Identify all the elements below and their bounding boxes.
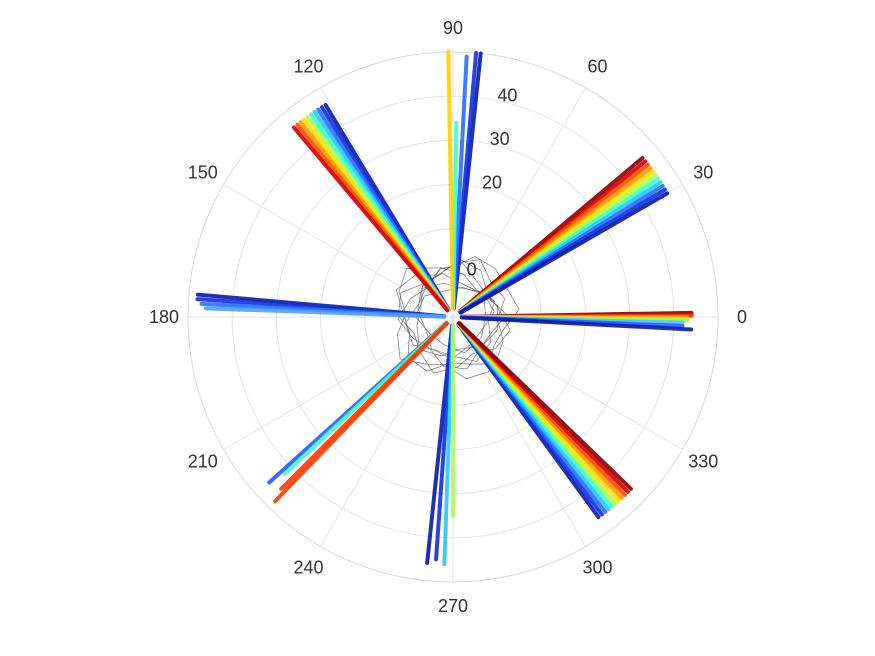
theta-tick-label: 60: [587, 57, 607, 77]
theta-tick-label: 0: [737, 307, 747, 327]
theta-tick-label: 210: [188, 452, 218, 472]
theta-tick-label: 150: [188, 163, 218, 183]
data-ray-19: [461, 193, 668, 312]
radial-tick-label: 40: [497, 86, 517, 106]
theta-tick-label: 120: [293, 57, 323, 77]
theta-tick-label: 90: [443, 18, 463, 38]
data-ray-42: [275, 323, 447, 501]
theta-tick-label: 180: [149, 307, 179, 327]
data-ray-34: [294, 128, 447, 311]
radial-tick-label: 0: [467, 260, 477, 280]
radial-tick-label: 30: [490, 129, 510, 149]
theta-tick-label: 270: [438, 596, 468, 616]
theta-tick-label: 330: [688, 452, 718, 472]
data-rays: [197, 52, 691, 564]
theta-tick-label: 240: [293, 557, 323, 577]
grid-spoke: [224, 185, 453, 318]
theta-tick-label: 300: [582, 557, 612, 577]
theta-tick-label: 30: [693, 163, 713, 183]
radial-tick-label: 20: [482, 173, 502, 193]
